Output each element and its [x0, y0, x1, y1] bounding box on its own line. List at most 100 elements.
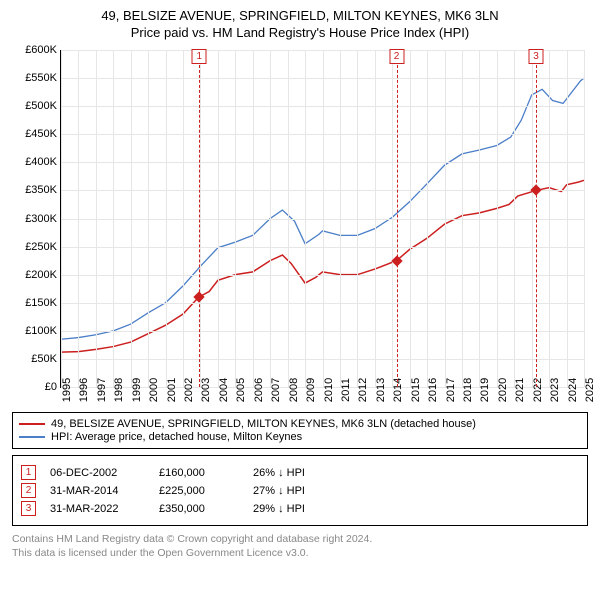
xtick-label: 2009	[305, 378, 317, 402]
ytick-label: £250K	[25, 241, 57, 253]
title-line-2: Price paid vs. HM Land Registry's House …	[12, 25, 588, 40]
xtick-label: 2022	[532, 378, 544, 402]
ytick-label: £100K	[25, 325, 57, 337]
xtick-label: 2003	[200, 378, 212, 402]
legend-label-hpi: HPI: Average price, detached house, Milt…	[51, 431, 302, 443]
marker-line	[536, 50, 537, 387]
legend-swatch-hpi	[19, 436, 45, 438]
legend-swatch-subject	[19, 423, 45, 425]
gridline-v	[200, 50, 201, 387]
gridline-v	[131, 50, 132, 387]
gridline-v	[340, 50, 341, 387]
events-box: 1 06-DEC-2002 £160,000 26% ↓ HPI 2 31-MA…	[12, 455, 588, 526]
gridline-v	[148, 50, 149, 387]
plot-region: £0£50K£100K£150K£200K£250K£300K£350K£400…	[60, 50, 584, 388]
gridline-v	[323, 50, 324, 387]
gridline-v	[305, 50, 306, 387]
ytick-label: £50K	[31, 353, 57, 365]
xtick-label: 2010	[323, 378, 335, 402]
ytick-label: £200K	[25, 269, 57, 281]
xtick-label: 2012	[357, 378, 369, 402]
gridline-v	[235, 50, 236, 387]
event-index-box: 3	[21, 501, 36, 516]
ytick-label: £0	[45, 381, 57, 393]
xtick-label: 2015	[410, 378, 422, 402]
ytick-label: £150K	[25, 297, 57, 309]
event-price: £160,000	[159, 467, 239, 479]
xtick-label: 1996	[78, 378, 90, 402]
title-line-1: 49, BELSIZE AVENUE, SPRINGFIELD, MILTON …	[12, 8, 588, 23]
xtick-label: 2021	[514, 378, 526, 402]
gridline-v	[584, 50, 585, 387]
marker-line	[397, 50, 398, 387]
gridline-v	[497, 50, 498, 387]
attribution-line-2: This data is licensed under the Open Gov…	[12, 546, 588, 560]
gridline-v	[532, 50, 533, 387]
ytick-label: £300K	[25, 213, 57, 225]
xtick-label: 2020	[497, 378, 509, 402]
attribution-line-1: Contains HM Land Registry data © Crown c…	[12, 532, 588, 546]
xtick-label: 2004	[218, 378, 230, 402]
xtick-label: 2014	[392, 378, 404, 402]
xtick-label: 2016	[427, 378, 439, 402]
xtick-label: 2017	[445, 378, 457, 402]
xtick-label: 2019	[479, 378, 491, 402]
legend-label-subject: 49, BELSIZE AVENUE, SPRINGFIELD, MILTON …	[51, 418, 476, 430]
gridline-v	[61, 50, 62, 387]
event-index-box: 1	[21, 465, 36, 480]
xtick-label: 2005	[235, 378, 247, 402]
xtick-label: 2023	[549, 378, 561, 402]
gridline-v	[218, 50, 219, 387]
gridline-v	[410, 50, 411, 387]
ytick-label: £450K	[25, 128, 57, 140]
ytick-label: £400K	[25, 156, 57, 168]
ytick-label: £350K	[25, 184, 57, 196]
gridline-v	[113, 50, 114, 387]
event-date: 31-MAR-2022	[50, 503, 145, 515]
xtick-label: 2001	[166, 378, 178, 402]
gridline-v	[96, 50, 97, 387]
gridline-v	[78, 50, 79, 387]
xtick-label: 1999	[131, 378, 143, 402]
marker-index-box: 2	[389, 49, 404, 64]
gridline-v	[288, 50, 289, 387]
legend-row: 49, BELSIZE AVENUE, SPRINGFIELD, MILTON …	[19, 418, 581, 430]
xtick-label: 1995	[61, 378, 73, 402]
event-pct: 26% ↓ HPI	[253, 467, 305, 479]
xtick-label: 2011	[340, 378, 352, 402]
xtick-label: 2002	[183, 378, 195, 402]
ytick-label: £500K	[25, 100, 57, 112]
event-pct: 29% ↓ HPI	[253, 503, 305, 515]
gridline-v	[375, 50, 376, 387]
gridline-v	[166, 50, 167, 387]
event-row: 2 31-MAR-2014 £225,000 27% ↓ HPI	[21, 483, 579, 498]
ytick-label: £550K	[25, 72, 57, 84]
gridline-v	[392, 50, 393, 387]
gridline-v	[514, 50, 515, 387]
event-index-box: 2	[21, 483, 36, 498]
attribution: Contains HM Land Registry data © Crown c…	[12, 532, 588, 560]
chart-container: 49, BELSIZE AVENUE, SPRINGFIELD, MILTON …	[0, 0, 600, 570]
title-block: 49, BELSIZE AVENUE, SPRINGFIELD, MILTON …	[12, 8, 588, 40]
xtick-label: 2024	[567, 378, 579, 402]
gridline-v	[270, 50, 271, 387]
event-row: 1 06-DEC-2002 £160,000 26% ↓ HPI	[21, 465, 579, 480]
event-date: 31-MAR-2014	[50, 485, 145, 497]
xtick-label: 2013	[375, 378, 387, 402]
chart-area: £0 £50K £100K £150K £200K £250K £300K £350K £400…	[12, 46, 588, 406]
gridline-v	[427, 50, 428, 387]
legend-row: HPI: Average price, detached house, Milt…	[19, 431, 581, 443]
event-price: £225,000	[159, 485, 239, 497]
marker-index-box: 1	[192, 49, 207, 64]
event-pct: 27% ↓ HPI	[253, 485, 305, 497]
event-price: £350,000	[159, 503, 239, 515]
xtick-label: 2000	[148, 378, 160, 402]
xtick-label: 2025	[584, 378, 596, 402]
gridline-v	[357, 50, 358, 387]
xtick-label: 1997	[96, 378, 108, 402]
xtick-label: 2007	[270, 378, 282, 402]
xtick-label: 2018	[462, 378, 474, 402]
gridline-v	[479, 50, 480, 387]
legend-box: 49, BELSIZE AVENUE, SPRINGFIELD, MILTON …	[12, 412, 588, 449]
gridline-v	[549, 50, 550, 387]
